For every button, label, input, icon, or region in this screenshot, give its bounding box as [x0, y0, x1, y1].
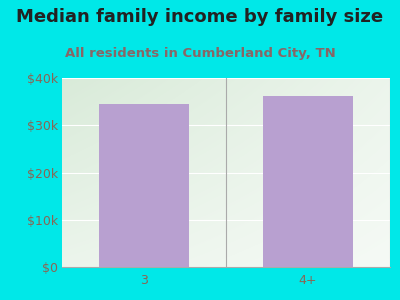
Bar: [99, 104, 189, 267]
Text: All residents in Cumberland City, TN: All residents in Cumberland City, TN: [65, 46, 335, 59]
Bar: [263, 96, 353, 267]
Text: Median family income by family size: Median family income by family size: [16, 8, 384, 26]
